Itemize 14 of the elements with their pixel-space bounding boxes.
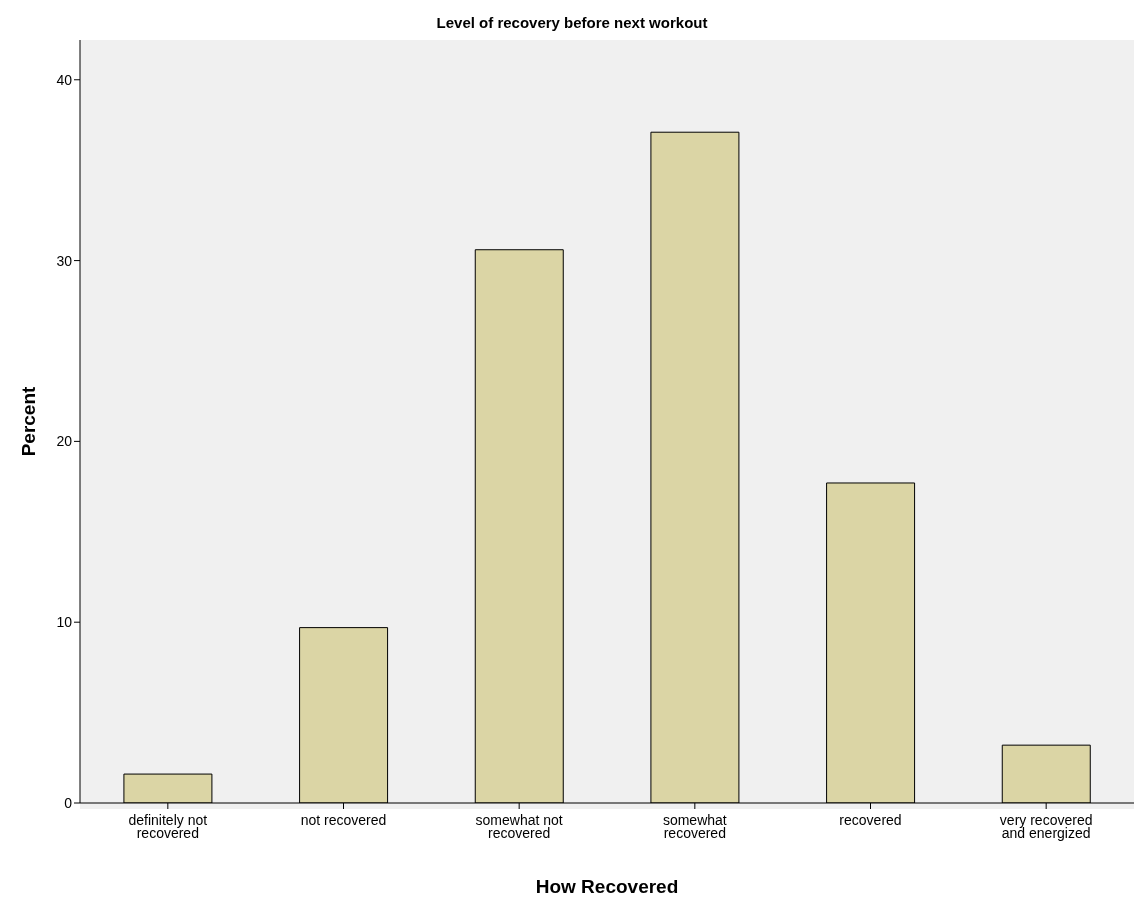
x-tick-label: very recovered and energized: [999, 812, 1093, 841]
x-tick-label: definitely not recovered: [128, 812, 208, 841]
x-tick-label: recovered: [839, 812, 902, 828]
x-axis-title: How Recovered: [535, 876, 679, 897]
x-tick-label: somewhat recovered: [662, 812, 727, 841]
x-tick-label: not recovered: [300, 812, 387, 828]
chart-title: Level of recovery before next workout: [435, 13, 709, 33]
y-tick-label: 10: [56, 614, 73, 631]
y-tick-label: 40: [56, 71, 73, 88]
y-tick-label: 30: [56, 252, 73, 269]
y-tick-label: 20: [56, 433, 73, 450]
y-axis-title: Percent: [17, 385, 39, 457]
y-tick-label: 0: [64, 794, 73, 811]
x-tick-label: somewhat not recovered: [475, 812, 563, 841]
